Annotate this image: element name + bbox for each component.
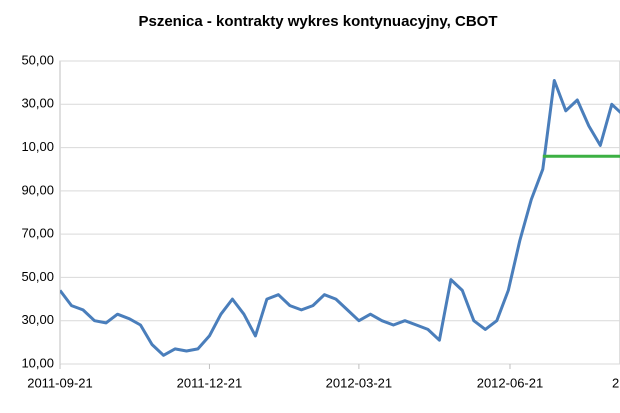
y-tick-label: 10,00: [21, 139, 54, 154]
x-tick-label: 2012-06-21: [477, 375, 544, 390]
y-tick-label: 90,00: [21, 182, 54, 197]
x-tick-label: 2011-12-21: [177, 375, 243, 390]
y-tick-label: 70,00: [21, 226, 54, 241]
plot: [60, 79, 620, 357]
x-tick-label: 2: [612, 375, 619, 390]
y-tick-label: 30,00: [21, 96, 54, 111]
y-tick-label: 10,00: [21, 355, 54, 370]
y-tick-label: 50,00: [21, 52, 54, 67]
x-tick-label: 2011-09-21: [27, 375, 93, 390]
plot-frame: [59, 60, 620, 365]
y-tick-label: 50,00: [21, 269, 54, 284]
y-tick-label: 30,00: [21, 312, 54, 327]
chart-title: Pszenica - kontrakty wykres kontynuacyjn…: [138, 13, 497, 30]
data-line: [60, 79, 620, 357]
x-tick-label: 2012-03-21: [326, 375, 393, 390]
